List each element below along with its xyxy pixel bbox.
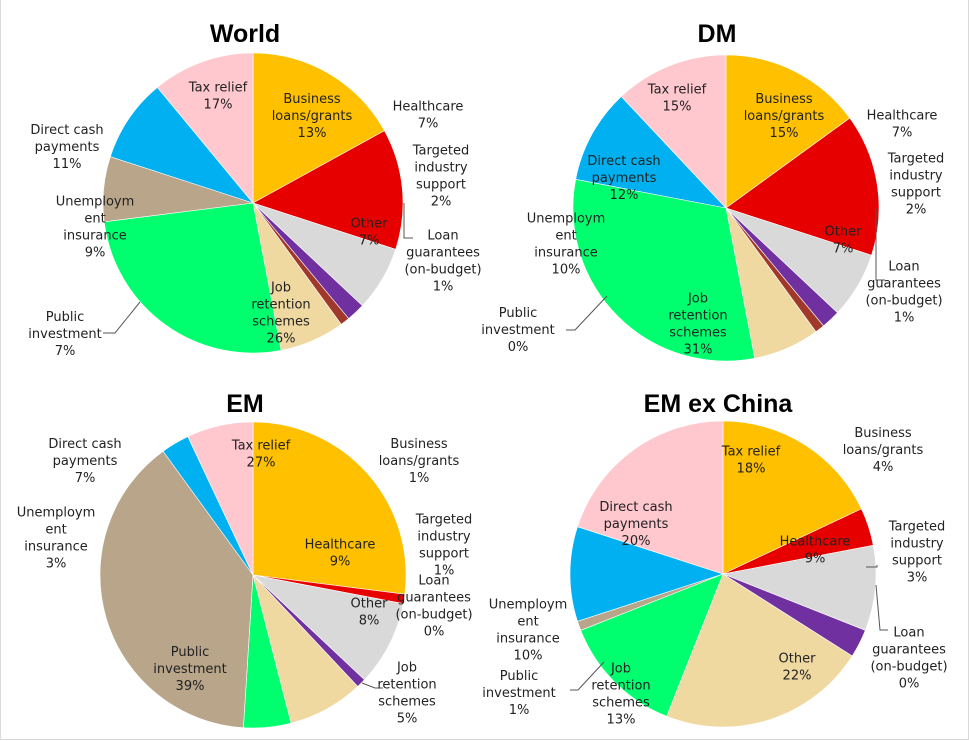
chart-title: DM [698,20,737,48]
data-label-loan-guarantees-on-budget: Loan guarantees (on-budget) 0% [870,626,947,692]
slice-direct-cash-payments [187,421,254,576]
data-label-public-investment: Public investment 7% [28,310,101,359]
data-label-targeted-industry-support: Targeted industry support 2% [887,152,944,218]
data-label-unemployment-insurance: Unemploym ent insurance 3% [17,506,96,572]
slice-direct-cash-payments [577,420,724,575]
data-label-direct-cash-payments: Direct cash payments 12% [587,154,660,203]
data-label-healthcare: Healthcare 9% [780,535,851,567]
leader-line-loan-guarantees-on-budget [875,584,888,631]
data-label-public-investment: Public investment 1% [482,669,555,718]
data-label-job-retention-schemes: Job retention schemes 5% [377,661,436,727]
data-label-business-loans-grants: Business loans/grants 4% [843,426,924,475]
leader-line-public-investment [566,295,608,331]
slice-job-retention-schemes [103,202,282,354]
data-label-other: Other 7% [351,217,389,249]
data-label-job-retention-schemes: Job retention schemes 31% [668,292,727,358]
data-label-direct-cash-payments: Direct cash payments 20% [599,500,672,549]
pie-chart-dm: DM Tax relief 15% Business loans/grants 15% He… [481,20,944,362]
data-label-loan-guarantees-on-budget: Loan guarantees (on-budget) 1% [865,260,942,326]
data-label-public-investment: Public investment 39% [153,645,226,694]
slice-tax-relief [722,420,862,575]
data-label-healthcare: Healthcare 7% [393,100,464,132]
data-label-job-retention-schemes: Job retention schemes 13% [591,662,650,728]
data-label-loan-guarantees-on-budget: Loan guarantees (on-budget) 1% [404,229,481,295]
data-label-healthcare: Healthcare 7% [867,109,938,141]
data-label-direct-cash-payments: Direct cash payments 11% [30,123,103,172]
leader-line-public-investment [103,301,141,334]
slice-business-loans-grants [725,117,880,256]
data-label-tax-relief: Tax relief 15% [647,83,707,115]
slice-other [666,573,853,728]
data-label-direct-cash-payments: Direct cash payments 7% [48,437,121,486]
slice-direct-cash-payments [156,52,254,204]
data-label-business-loans-grants: Business loans/grants 13% [272,92,353,141]
slice-business-loans-grants [252,130,404,250]
pie-chart-em-ex-china: EM ex China Tax relief 18% Business loans/gr… [482,390,947,728]
pie-chart-em: EM Tax relief 27% Business loans/grants 1% Hea… [17,390,473,729]
data-label-targeted-industry-support: Targeted industry support 1% [415,513,472,579]
data-label-tax-relief: Tax relief 18% [721,445,781,477]
data-label-business-loans-grants: Business loans/grants 15% [744,92,825,141]
slice-tax-relief [252,421,407,595]
data-label-public-investment: Public investment 0% [481,306,554,355]
leader-line-targeted-industry-support [866,565,878,568]
slice-unemployment-insurance [109,86,254,204]
slice-tax-relief [725,54,851,209]
leader-line-job-retention-schemes [361,682,383,689]
data-label-loan-guarantees-on-budget: Loan guarantees (on-budget) 0% [395,574,472,640]
slice-direct-cash-payments [620,54,727,209]
data-label-job-retention-schemes: Job retention schemes 26% [251,281,310,347]
leader-line-loan-guarantees-on-budget [875,208,885,281]
data-label-unemployment-insurance: Unemploym ent insurance 10% [527,212,606,278]
slice-public-investment [99,450,254,729]
leader-line-public-investment [570,661,605,691]
data-label-other: Other 22% [779,652,817,684]
pie-chart-world: World Tax relief 17% Business loans/grants 13… [28,20,481,359]
slice-job-retention-schemes [580,573,724,717]
data-label-unemployment-insurance: Unemploym ent insurance 10% [489,598,568,664]
data-label-business-loans-grants: Business loans/grants 1% [379,437,460,486]
data-label-healthcare: Healthcare 9% [305,538,376,570]
data-label-tax-relief: Tax relief 27% [231,439,291,471]
data-label-other: Other 7% [825,225,863,257]
slice-healthcare [721,544,877,631]
data-label-targeted-industry-support: Targeted industry support 3% [888,520,945,586]
slice-unemployment-insurance [569,526,724,622]
slice-unemployment-insurance [575,96,727,209]
chart-title: EM [226,390,264,418]
data-label-targeted-industry-support: Targeted industry support 2% [412,144,469,210]
data-label-other: Other 8% [351,597,389,629]
slice-job-retention-schemes [572,178,756,362]
data-label-unemployment-insurance: Unemploym ent insurance 9% [56,195,135,261]
leader-line-loan-guarantees-on-budget [403,203,413,239]
slice-healthcare [252,574,404,681]
slice-tax-relief [252,52,385,204]
chart-title: World [210,20,280,48]
chart-title: EM ex China [644,390,794,418]
data-label-tax-relief: Tax relief 17% [188,81,248,113]
